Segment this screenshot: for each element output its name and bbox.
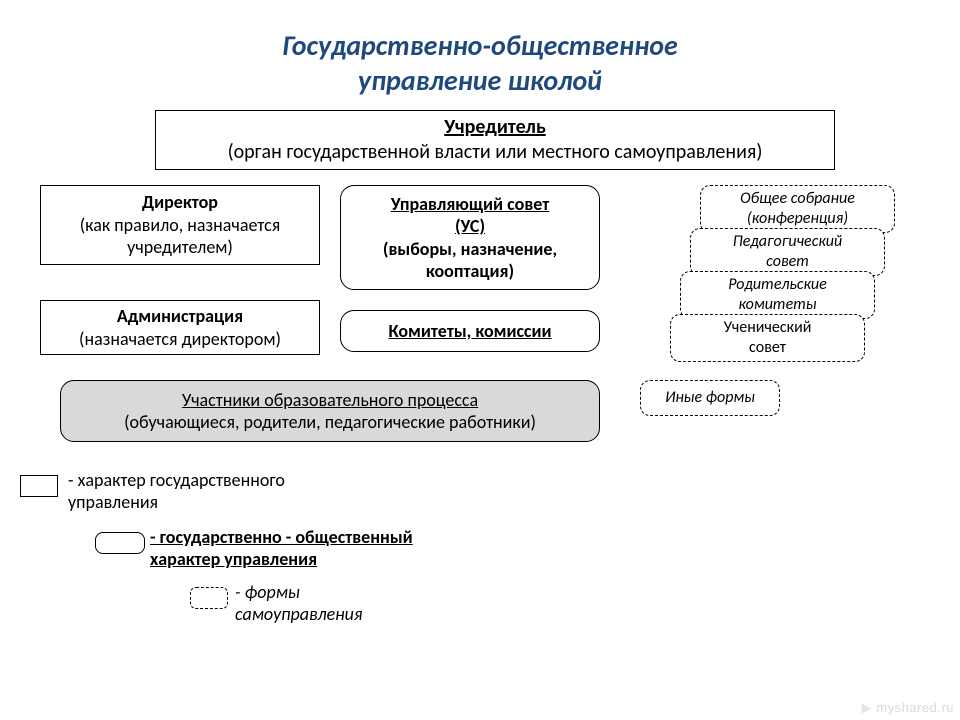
founder-l1: Учредитель bbox=[444, 115, 546, 140]
legend-state-l2: управления bbox=[68, 491, 158, 513]
box-student-council: Ученический совет bbox=[670, 314, 865, 362]
box-director: Директор (как правило, назначается учред… bbox=[40, 185, 320, 265]
legend-swatch-state bbox=[20, 475, 58, 497]
box-committees: Комитеты, комиссии bbox=[340, 310, 600, 352]
watermark: ▶ myshared.ru bbox=[862, 700, 954, 716]
committees-l1: Комитеты, комиссии bbox=[388, 320, 551, 343]
parent-l1: Родительские bbox=[728, 275, 827, 295]
box-pedagogical-council: Педагогический совет bbox=[690, 228, 885, 276]
watermark-text: myshared.ru bbox=[876, 700, 954, 715]
legend-self-l1: - формы bbox=[235, 581, 300, 603]
legend-text-state: - характер государственного управления bbox=[68, 470, 388, 513]
page-title: Государственно-общественное управление ш… bbox=[0, 28, 960, 98]
box-administration: Администрация (назначается директором) bbox=[40, 300, 320, 355]
admin-l2: (назначается директором) bbox=[79, 328, 281, 351]
legend-sp-l2: характер управления bbox=[150, 548, 317, 570]
legend-text-self: - формы самоуправления bbox=[235, 582, 495, 625]
box-general-assembly: Общее собрание (конференция) bbox=[700, 185, 895, 233]
other-l1: Иные формы bbox=[665, 388, 755, 408]
assembly-l1: Общее собрание bbox=[740, 189, 855, 209]
ped-l1: Педагогический bbox=[733, 232, 842, 252]
assembly-l2: (конференция) bbox=[747, 209, 848, 229]
ped-l2: совет bbox=[766, 252, 809, 272]
legend-swatch-state-public bbox=[95, 532, 145, 554]
box-parent-committees: Родительские комитеты bbox=[680, 271, 875, 319]
title-line-1: Государственно-общественное bbox=[282, 28, 677, 63]
council-l1: Управляющий совет bbox=[391, 193, 550, 216]
legend-self-l2: самоуправления bbox=[235, 603, 362, 625]
participants-l2: (обучающиеся, родители, педагогические р… bbox=[124, 411, 536, 434]
participants-l1: Участники образовательного процесса bbox=[182, 389, 478, 412]
council-l3: (выборы, назначение, bbox=[383, 238, 557, 261]
director-l2: (как правило, назначается bbox=[80, 214, 281, 237]
legend-sp-l1: - государственно - общественный bbox=[150, 526, 413, 548]
parent-l2: комитеты bbox=[738, 295, 816, 315]
legend-state-l1: - характер государственного bbox=[68, 469, 285, 491]
student-l1: Ученический bbox=[724, 318, 812, 338]
legend-text-state-public: - государственно - общественный характер… bbox=[150, 527, 530, 570]
student-l2: совет bbox=[749, 338, 786, 358]
box-other-forms: Иные формы bbox=[640, 380, 780, 416]
admin-l1: Администрация bbox=[117, 305, 243, 328]
box-founder: Учредитель (орган государственной власти… bbox=[155, 110, 835, 170]
council-l4: кооптация) bbox=[426, 260, 514, 283]
council-l2: (УС) bbox=[455, 215, 485, 238]
box-governing-council: Управляющий совет (УС) (выборы, назначен… bbox=[340, 185, 600, 290]
diagram-stage: Государственно-общественное управление ш… bbox=[0, 0, 960, 720]
founder-l2: (орган государственной власти или местно… bbox=[228, 140, 763, 165]
box-participants: Участники образовательного процесса (обу… bbox=[60, 380, 600, 442]
director-l3: учредителем) bbox=[127, 236, 233, 259]
title-line-2: управление школой bbox=[358, 63, 602, 98]
director-l1: Директор bbox=[142, 191, 218, 214]
legend-swatch-self bbox=[190, 587, 228, 609]
